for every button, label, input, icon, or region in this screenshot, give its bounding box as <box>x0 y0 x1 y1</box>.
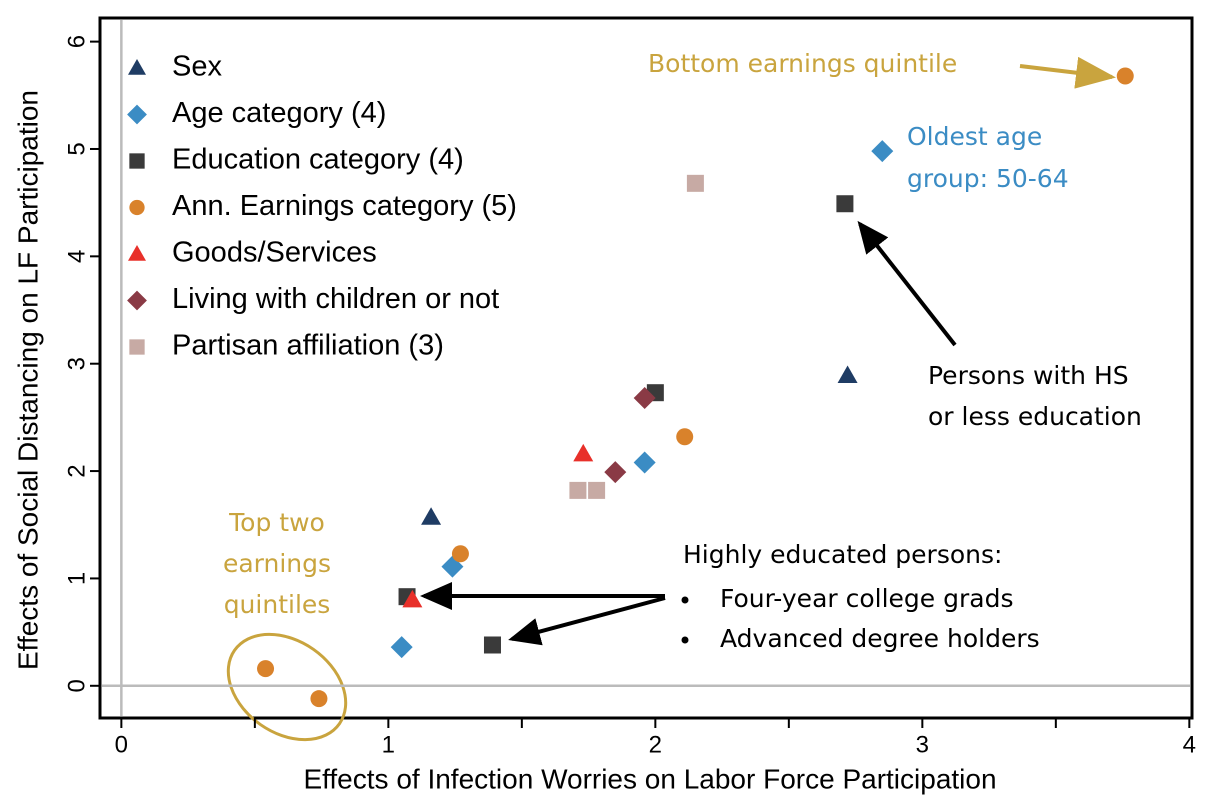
legend-marker <box>128 245 146 261</box>
arrow <box>1019 56 1116 89</box>
annotation: Bottom earnings quintile <box>648 49 957 78</box>
point <box>588 481 606 499</box>
annotation: or less education <box>928 402 1142 431</box>
legend-marker <box>129 199 145 216</box>
point <box>402 589 423 608</box>
legend-label: Living with children or not <box>172 283 499 315</box>
y-tick-label: 3 <box>63 357 90 370</box>
x-tick-label: 1 <box>382 731 395 758</box>
annotation: Top two <box>228 508 325 537</box>
annotation-bullet: Advanced degree holders <box>720 624 1040 653</box>
x-tick-label: 0 <box>115 731 128 758</box>
legend-label: Sex <box>172 51 222 83</box>
legend-marker <box>128 59 146 75</box>
y-tick-label: 0 <box>63 679 90 692</box>
point <box>257 660 275 678</box>
annotation-bullet: Four-year college grads <box>720 584 1013 613</box>
annotation: Persons with HS <box>928 361 1129 390</box>
legend-label: Age category (4) <box>172 97 386 129</box>
point <box>573 443 594 462</box>
point <box>310 690 328 708</box>
y-tick-label: 5 <box>63 142 90 155</box>
legend-label: Education category (4) <box>172 144 464 176</box>
legend-marker <box>127 290 147 311</box>
legend-label: Partisan affiliation (3) <box>172 330 444 362</box>
point <box>837 365 858 384</box>
point <box>451 545 469 563</box>
point <box>421 507 442 525</box>
point <box>871 140 894 163</box>
bullet <box>681 596 689 604</box>
y-tick-label: 1 <box>63 572 90 585</box>
y-tick-label: 6 <box>63 35 90 48</box>
point <box>390 636 413 659</box>
arrow <box>857 220 957 347</box>
x-tick-label: 2 <box>649 731 662 758</box>
point <box>836 195 854 213</box>
point <box>604 461 627 484</box>
x-axis-title: Effects of Infection Worries on Labor Fo… <box>303 763 996 794</box>
point <box>633 387 656 410</box>
legend-label: Ann. Earnings category (5) <box>172 190 517 222</box>
x-tick-label: 3 <box>916 731 929 758</box>
annotation: earnings <box>223 549 331 578</box>
y-tick-label: 2 <box>63 464 90 477</box>
legend-marker <box>127 104 147 125</box>
legend-label: Goods/Services <box>172 237 377 269</box>
y-axis-title: Effects of Social Distancing on LF Parti… <box>12 90 43 670</box>
annotation: Highly educated persons: <box>683 540 1002 569</box>
point <box>676 428 694 446</box>
arrow <box>508 596 666 646</box>
legend-marker <box>129 339 145 355</box>
bullet <box>681 636 689 644</box>
point <box>1116 67 1134 85</box>
point <box>483 636 501 654</box>
plot-frame <box>98 16 1194 720</box>
annotation: quintiles <box>224 590 331 619</box>
legend-marker <box>129 153 145 169</box>
point <box>633 451 656 474</box>
highlight-ellipse <box>226 632 348 742</box>
x-tick-label: 4 <box>1183 731 1196 758</box>
point <box>686 174 704 192</box>
y-tick-label: 4 <box>63 250 90 263</box>
annotation: group: 50-64 <box>907 164 1069 193</box>
point <box>569 481 587 499</box>
annotation: Oldest age <box>907 122 1042 151</box>
